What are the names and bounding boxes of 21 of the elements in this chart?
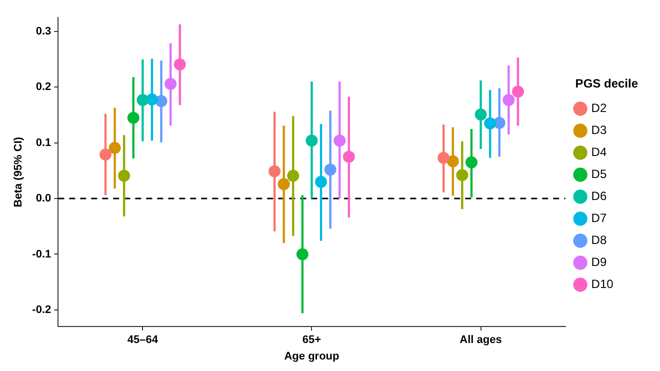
legend-label: D8 [591, 233, 607, 248]
y-tick-label: 0.2 [36, 81, 52, 94]
x-tick-label: 65+ [302, 334, 322, 346]
legend-label: D9 [591, 255, 607, 270]
y-axis-title: Beta (95% CI) [12, 136, 25, 208]
y-tick-label: 0.3 [36, 26, 52, 38]
legend-label: D6 [591, 189, 607, 204]
legend-label: D7 [591, 211, 607, 226]
legend-label: D10 [591, 277, 614, 292]
x-tick-label: 45–64 [127, 334, 159, 346]
legend-title: PGS decile [575, 76, 638, 91]
y-tick-label: 0.0 [36, 192, 52, 205]
legend-label: D3 [591, 123, 607, 138]
y-tick-label: 0.1 [36, 136, 52, 149]
x-tick-label: All ages [460, 334, 502, 346]
legend-label: D2 [591, 101, 607, 116]
y-tick-label: -0.2 [32, 304, 52, 316]
legend-label: D5 [591, 167, 607, 182]
y-tick-label: -0.1 [32, 248, 52, 260]
legend-label: D4 [591, 145, 607, 160]
x-axis-title: Age group [284, 350, 340, 362]
